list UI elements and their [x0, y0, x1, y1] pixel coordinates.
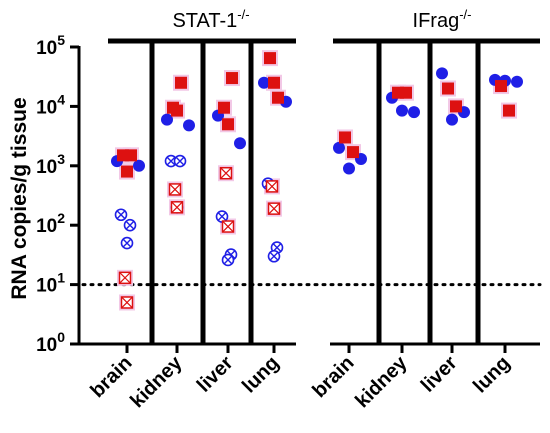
- red-crossed-square-brain-1-2-cross-b: [121, 296, 133, 309]
- red-crossed-square-kidney-1-2-cross-b: [171, 201, 183, 214]
- red-crossed-square-brain-1-1: [118, 271, 132, 285]
- red-square-lung-1-2: [272, 91, 284, 104]
- red-square-liver-1-3: [222, 118, 234, 131]
- marker-halos: [115, 50, 517, 311]
- category-label-kidney-2: kidney: [351, 351, 412, 412]
- red-square-kidney-2-2: [400, 86, 412, 99]
- group-title-2: IFrag-/-: [413, 7, 472, 32]
- red-crossed-square-liver-1-2-cross-b: [222, 220, 234, 233]
- y-tick-label-2: 102: [36, 210, 65, 237]
- blue-crossed-circle-brain-1-3: [120, 236, 134, 250]
- red-crossed-square-liver-1-1: [219, 166, 233, 180]
- blue-crossed-circle-brain-1-1-cross-b: [116, 210, 126, 220]
- red-square-liver-1-2: [226, 72, 238, 85]
- blue-crossed-circle-liver-1-1-cross-b: [217, 212, 227, 221]
- blue-crossed-circle-brain-1-2: [123, 218, 137, 232]
- blue-crossed-circle-kidney-1-2-cross-b: [175, 156, 185, 166]
- red-crossed-square-lung-1-2: [267, 202, 281, 215]
- blue-circle-kidney-1-2: [183, 119, 195, 132]
- red-crossed-square-liver-1-2: [221, 220, 235, 233]
- blue-circle-lung-2-2: [511, 75, 523, 88]
- red-crossed-square-lung-1-1-cross-b: [266, 180, 278, 193]
- red-square-brain-2-1: [339, 131, 351, 144]
- red-square-kidney-1-3: [171, 104, 183, 117]
- blue-crossed-circle-lung-1-3: [267, 249, 281, 263]
- category-label-lung-1: lung: [238, 352, 283, 397]
- red-crossed-square-lung-1-1: [265, 180, 279, 193]
- blue-crossed-circle-kidney-1-1-cross-b: [166, 156, 176, 166]
- blue-crossed-circle-liver-1-1: [215, 210, 229, 223]
- y-tick-label-5: 105: [36, 32, 65, 59]
- category-label-lung-2: lung: [469, 352, 514, 397]
- blue-circle-liver-2-3: [446, 113, 458, 126]
- y-tick-label-1: 101: [36, 270, 65, 297]
- red-square-brain-1-3: [121, 165, 133, 178]
- red-square-lung-2-1: [495, 80, 507, 93]
- red-square-kidney-1-2: [175, 76, 187, 89]
- blue-circle-brain-2-1: [333, 141, 345, 154]
- blue-crossed-circle-liver-1-3: [221, 253, 235, 267]
- category-label-liver-1: liver: [193, 352, 238, 397]
- red-square-lung-1-1: [264, 52, 276, 65]
- red-crossed-square-kidney-1-1: [168, 183, 182, 196]
- y-tick-label-3: 103: [36, 151, 65, 178]
- blue-circle-brain-2-3: [343, 162, 355, 175]
- blue-crossed-circle-brain-1-2-cross-b: [125, 220, 135, 230]
- blue-circle-kidney-2-3: [396, 104, 408, 117]
- blue-circle-liver-2-1: [436, 67, 448, 80]
- blue-circle-liver-1-2: [234, 137, 246, 150]
- blue-crossed-circle-brain-1-1: [114, 208, 128, 222]
- red-square-lung-2-2: [503, 104, 515, 117]
- red-crossed-square-kidney-1-1-cross-b: [169, 183, 181, 196]
- red-crossed-square-brain-1-2: [120, 296, 134, 309]
- red-crossed-square-lung-1-2-cross-b: [268, 202, 280, 215]
- red-square-brain-1-2: [125, 149, 137, 162]
- group-title-1: STAT-1-/-: [172, 7, 249, 32]
- y-tick-label-0: 100: [36, 329, 65, 356]
- blue-circle-kidney-1-1: [161, 113, 173, 126]
- blue-circle-kidney-2-2: [408, 106, 420, 119]
- blue-crossed-circle-lung-1-3-cross-b: [269, 251, 279, 261]
- red-crossed-square-brain-1-1-cross-b: [119, 271, 131, 284]
- red-square-lung-1-3: [268, 76, 280, 89]
- red-square-brain-2-2: [347, 146, 359, 159]
- blue-crossed-circle-kidney-1-2: [173, 154, 187, 168]
- category-label-liver-2: liver: [417, 352, 462, 397]
- blue-crossed-circle-liver-1-3-cross-b: [223, 255, 233, 265]
- category-label-kidney-1: kidney: [126, 351, 187, 412]
- red-crossed-square-liver-1-1-cross-b: [220, 167, 232, 180]
- red-square-liver-2-2: [450, 100, 462, 113]
- red-square-liver-2-1: [442, 82, 454, 95]
- y-axis-label: RNA copies/g tissue: [8, 97, 31, 299]
- y-tick-label-4: 104: [36, 91, 65, 118]
- data-points: [111, 52, 523, 309]
- blue-circle-lung-1-1: [258, 76, 270, 89]
- blue-crossed-circle-brain-1-3-cross-b: [122, 238, 132, 248]
- chart-structure: [70, 38, 542, 353]
- blue-circle-brain-1-2: [133, 159, 145, 172]
- category-label-brain-2: brain: [308, 352, 358, 402]
- red-square-liver-1-1: [218, 101, 230, 114]
- red-crossed-square-kidney-1-2: [170, 201, 184, 214]
